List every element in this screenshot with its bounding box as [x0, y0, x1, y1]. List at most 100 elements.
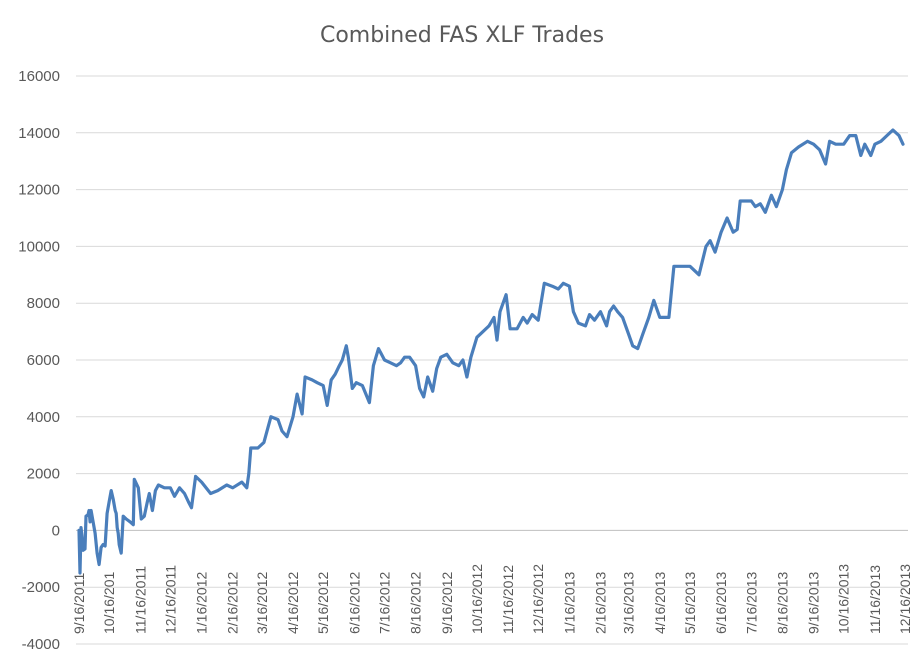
data-point: [80, 534, 84, 538]
data-point: [531, 313, 534, 316]
data-point: [97, 563, 101, 566]
x-tick-label: 7/16/2012: [376, 572, 392, 634]
data-point: [117, 532, 120, 535]
data-point: [515, 327, 519, 330]
data-point: [557, 287, 560, 291]
data-point: [183, 492, 186, 495]
x-tick-label: 7/16/2013: [743, 572, 759, 634]
data-point: [140, 517, 143, 521]
data-point: [169, 486, 172, 489]
data-point: [151, 509, 154, 512]
data-point: [439, 356, 442, 359]
data-point: [785, 168, 788, 171]
data-point: [704, 245, 708, 248]
data-point: [492, 316, 496, 319]
data-point: [522, 316, 525, 319]
data-point: [341, 358, 344, 362]
data-point: [245, 486, 248, 489]
data-point: [627, 333, 630, 336]
data-point: [86, 513, 90, 516]
data-point: [593, 319, 596, 322]
data-point: [89, 509, 93, 512]
y-axis-tick-labels: 16000 14000 12000 10000 8000 6000 4000 2000 0 -20…: [18, 68, 60, 653]
data-point: [101, 543, 105, 546]
data-point: [310, 378, 314, 382]
series-line: [77, 128, 905, 575]
data-point: [848, 134, 851, 137]
data-point: [231, 486, 234, 489]
data-point: [543, 282, 546, 285]
data-point: [672, 265, 676, 268]
data-point: [225, 483, 228, 487]
data-point: [154, 489, 157, 492]
data-point: [736, 228, 739, 231]
x-tick-label: 2/16/2012: [225, 572, 241, 634]
data-point: [99, 546, 103, 549]
data-point: [790, 151, 793, 154]
data-point: [103, 544, 107, 548]
data-point: [469, 356, 473, 359]
x-tick-label: 12/16/2013: [897, 564, 913, 634]
x-tick-label: 5/16/2013: [682, 572, 698, 634]
data-point: [631, 344, 634, 347]
data-point: [132, 523, 135, 526]
data-point: [713, 250, 717, 254]
data-point: [87, 509, 91, 512]
data-point: [869, 154, 872, 157]
x-tick-label: 10/16/2013: [836, 564, 852, 634]
data-point: [119, 547, 122, 551]
x-tick-label: 5/16/2012: [315, 572, 331, 634]
data-point: [173, 495, 176, 498]
chart-title: Combined FAS XLF Trades: [320, 23, 604, 48]
data-point: [873, 143, 877, 146]
data-point: [107, 500, 111, 504]
data-point: [163, 486, 166, 489]
data-point: [269, 415, 273, 418]
data-point: [834, 143, 837, 146]
x-tick-label: 6/16/2013: [713, 572, 729, 634]
data-point: [372, 364, 375, 367]
data-point: [280, 429, 284, 433]
y-tick-label: -4000: [22, 636, 60, 653]
x-tick-label: 9/16/2012: [439, 572, 455, 634]
data-point: [577, 321, 580, 325]
data-point: [120, 551, 123, 555]
data-point: [697, 273, 701, 276]
data-point: [377, 347, 380, 350]
data-point: [495, 338, 499, 342]
data-point: [133, 478, 136, 481]
data-point: [414, 364, 417, 367]
data-point: [475, 336, 479, 339]
data-point: [338, 364, 341, 367]
data-point: [605, 324, 608, 328]
data-point: [262, 441, 266, 444]
y-tick-label: 16000: [18, 68, 60, 85]
data-point: [781, 188, 784, 191]
data-point: [146, 500, 149, 504]
data-point: [178, 486, 181, 489]
data-point: [83, 547, 87, 551]
data-point: [682, 265, 686, 268]
data-point: [122, 515, 125, 518]
data-point: [647, 316, 650, 319]
data-point: [216, 489, 219, 492]
x-tick-label: 12/16/2011: [162, 565, 178, 634]
data-point: [764, 211, 767, 214]
data-point: [770, 194, 773, 197]
x-tick-label: 4/16/2013: [652, 572, 668, 634]
data-point: [879, 140, 883, 143]
data-point: [431, 390, 434, 393]
data-point: [291, 415, 295, 418]
data-point: [316, 381, 319, 384]
data-point: [572, 310, 575, 313]
data-point: [95, 551, 99, 555]
data-point: [688, 265, 692, 268]
data-point: [828, 140, 831, 143]
data-point: [345, 344, 348, 347]
data-point: [399, 361, 402, 364]
y-tick-label: 2000: [27, 466, 60, 483]
data-point: [347, 356, 350, 359]
data-point: [435, 367, 438, 370]
data-point: [487, 324, 491, 328]
